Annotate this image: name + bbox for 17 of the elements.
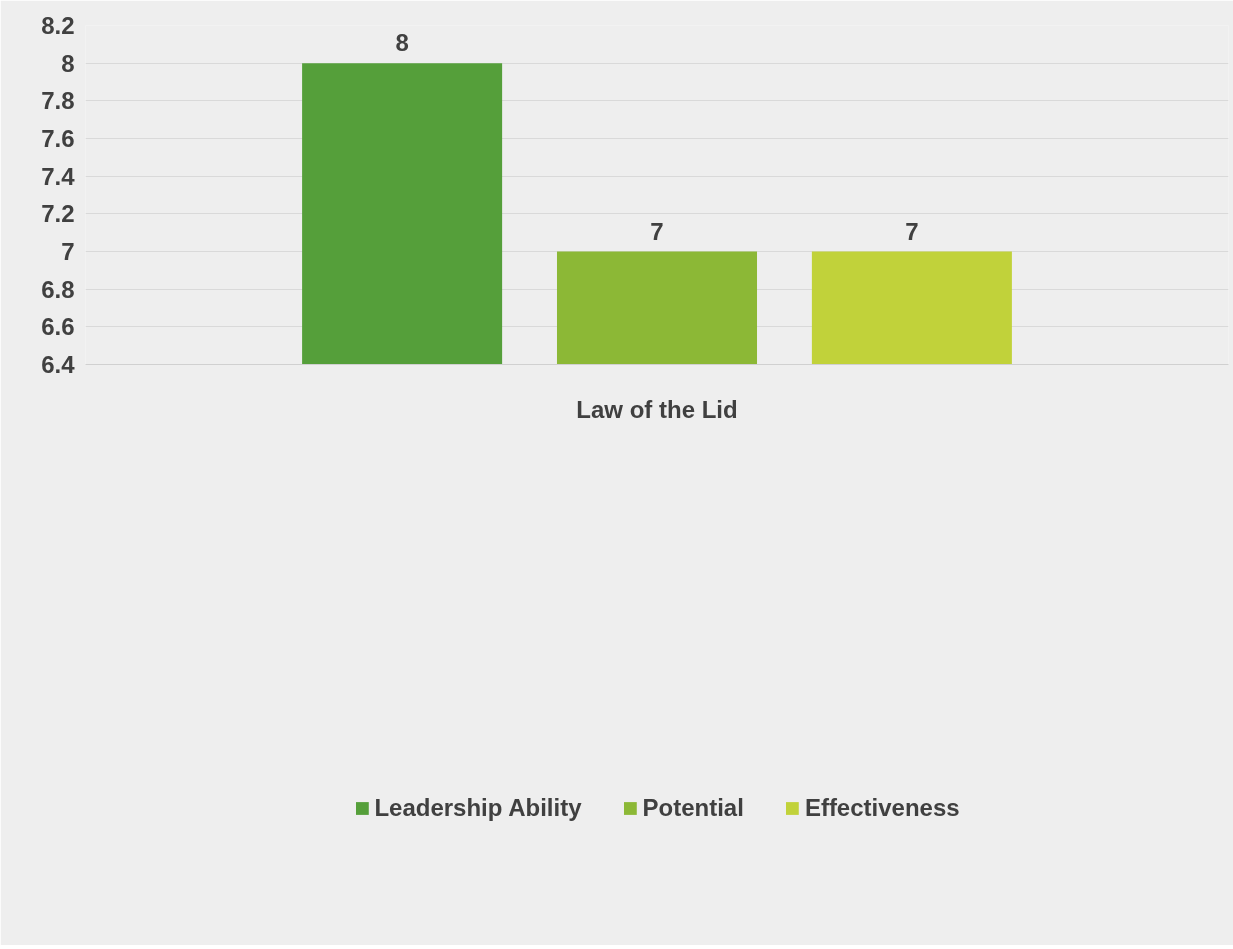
y-tick-label: 7.4 [41,162,76,190]
legend-label: Leadership Ability [374,794,582,822]
y-tick-label: 6.4 [41,351,76,378]
y-tick-label: 7 [61,238,75,265]
y-tick-label: 8 [61,49,75,77]
y-tick-label: 6.6 [41,313,75,341]
y-tick-label: 7.8 [41,87,75,115]
y-tick-label: 6.8 [41,275,75,303]
y-tick-label: 7.6 [41,125,75,152]
x-tick-label: Law of the Lid [576,395,738,423]
data-label: 7 [905,217,919,245]
legend-label: Potential [642,794,744,822]
y-tick-label: 7.2 [41,200,75,228]
data-label: 8 [395,29,409,57]
data-label: 7 [650,217,664,245]
legend-label: Effectiveness [804,794,960,822]
y-tick-label: 8.2 [41,12,75,39]
